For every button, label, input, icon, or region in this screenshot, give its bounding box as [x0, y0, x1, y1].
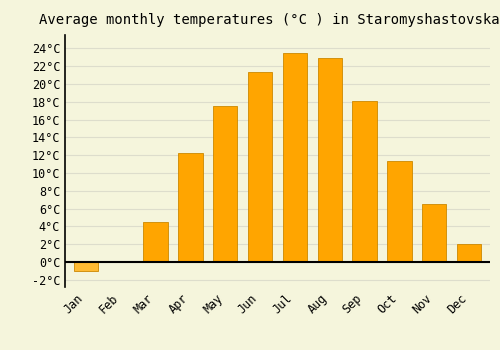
Bar — [213, 106, 238, 262]
Bar — [318, 58, 342, 262]
Bar — [144, 222, 168, 262]
Bar — [422, 204, 446, 262]
Bar — [457, 244, 481, 262]
Title: Average monthly temperatures (°C ) in Staromyshastovskaya: Average monthly temperatures (°C ) in St… — [39, 13, 500, 27]
Bar — [352, 101, 377, 262]
Bar — [74, 262, 98, 271]
Bar — [387, 161, 411, 262]
Bar — [178, 153, 203, 262]
Bar — [282, 53, 307, 262]
Bar — [248, 72, 272, 262]
